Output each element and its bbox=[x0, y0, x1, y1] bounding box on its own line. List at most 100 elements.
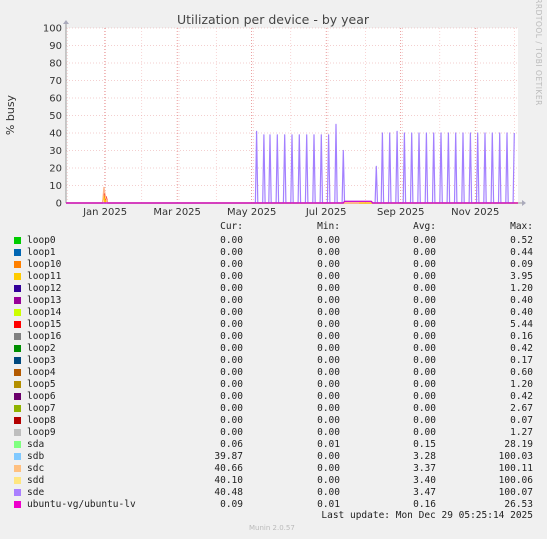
legend-row: loop0 0.00 0.00 0.00 0.52 bbox=[0, 235, 547, 247]
y-tick-label: 20 bbox=[49, 164, 62, 175]
legend-avg: 0.00 bbox=[413, 391, 436, 402]
legend-swatch bbox=[14, 273, 21, 280]
legend-swatch bbox=[14, 501, 21, 508]
legend-max: 0.52 bbox=[510, 235, 533, 246]
legend-max: 0.60 bbox=[510, 367, 533, 378]
legend-max: 0.16 bbox=[510, 331, 533, 342]
legend-name: sde bbox=[27, 487, 45, 498]
legend-swatch bbox=[14, 345, 21, 352]
chart-title: Utilization per device - by year bbox=[177, 12, 370, 27]
legend-cur: 0.00 bbox=[220, 319, 243, 330]
legend-min: 0.00 bbox=[317, 427, 340, 438]
legend-min: 0.00 bbox=[317, 235, 340, 246]
legend-avg: 0.00 bbox=[413, 343, 436, 354]
legend-max: 0.07 bbox=[510, 415, 533, 426]
legend-max: 100.07 bbox=[498, 487, 533, 498]
legend-name: loop0 bbox=[27, 235, 56, 246]
legend-max: 0.42 bbox=[510, 343, 533, 354]
x-tick-label: Mar 2025 bbox=[153, 207, 201, 218]
legend-max: 0.44 bbox=[510, 247, 533, 258]
y-tick-label: 80 bbox=[49, 59, 62, 70]
legend-min: 0.00 bbox=[317, 379, 340, 390]
legend-avg: 0.00 bbox=[413, 295, 436, 306]
legend-name: sda bbox=[27, 439, 45, 450]
legend-swatch bbox=[14, 393, 21, 400]
legend-cur: 0.00 bbox=[220, 391, 243, 402]
legend-avg: 0.00 bbox=[413, 367, 436, 378]
legend-row: sda 0.06 0.01 0.15 28.19 bbox=[0, 439, 547, 451]
legend-row: loop11 0.00 0.00 0.00 3.95 bbox=[0, 271, 547, 283]
legend-cur: 0.00 bbox=[220, 235, 243, 246]
legend-max: 100.11 bbox=[498, 463, 533, 474]
legend-cur: 0.00 bbox=[220, 379, 243, 390]
legend-header: Cur: Min: Avg: Max: bbox=[0, 221, 547, 233]
legend-swatch bbox=[14, 465, 21, 472]
header-max: Max: bbox=[510, 221, 533, 232]
legend-min: 0.00 bbox=[317, 271, 340, 282]
legend-cur: 0.00 bbox=[220, 247, 243, 258]
legend-avg: 0.00 bbox=[413, 319, 436, 330]
legend-avg: 0.00 bbox=[413, 247, 436, 258]
legend-swatch bbox=[14, 441, 21, 448]
legend-min: 0.00 bbox=[317, 415, 340, 426]
legend-min: 0.00 bbox=[317, 403, 340, 414]
legend-cur: 0.00 bbox=[220, 307, 243, 318]
legend-swatch bbox=[14, 309, 21, 316]
legend-max: 0.40 bbox=[510, 295, 533, 306]
legend-avg: 0.00 bbox=[413, 259, 436, 270]
legend-name: ubuntu-vg/ubuntu-lv bbox=[27, 499, 136, 510]
legend-min: 0.00 bbox=[317, 463, 340, 474]
legend-min: 0.00 bbox=[317, 247, 340, 258]
legend-cur: 0.00 bbox=[220, 259, 243, 270]
legend-name: sdd bbox=[27, 475, 45, 486]
legend-cur: 0.00 bbox=[220, 355, 243, 366]
legend-max: 0.42 bbox=[510, 391, 533, 402]
legend-cur: 0.00 bbox=[220, 427, 243, 438]
legend-name: loop3 bbox=[27, 355, 56, 366]
legend-swatch bbox=[14, 249, 21, 256]
legend-min: 0.00 bbox=[317, 391, 340, 402]
legend-max: 0.40 bbox=[510, 307, 533, 318]
legend-min: 0.00 bbox=[317, 367, 340, 378]
legend-name: loop1 bbox=[27, 247, 56, 258]
legend-avg: 0.00 bbox=[413, 331, 436, 342]
x-tick-label: Jul 2025 bbox=[305, 207, 347, 218]
legend-row: loop7 0.00 0.00 0.00 2.67 bbox=[0, 403, 547, 415]
legend-row: loop16 0.00 0.00 0.00 0.16 bbox=[0, 331, 547, 343]
legend-swatch bbox=[14, 453, 21, 460]
y-tick-label: 30 bbox=[49, 146, 62, 157]
legend-name: loop9 bbox=[27, 427, 56, 438]
legend-cur: 0.00 bbox=[220, 367, 243, 378]
legend-cur: 0.06 bbox=[220, 439, 243, 450]
y-tick-label: 90 bbox=[49, 41, 62, 52]
legend-swatch bbox=[14, 285, 21, 292]
legend-min: 0.01 bbox=[317, 499, 340, 510]
legend-name: loop13 bbox=[27, 295, 62, 306]
legend-min: 0.00 bbox=[317, 343, 340, 354]
legend-row: loop8 0.00 0.00 0.00 0.07 bbox=[0, 415, 547, 427]
legend-name: loop8 bbox=[27, 415, 56, 426]
legend-row: sdc 40.66 0.00 3.37 100.11 bbox=[0, 463, 547, 475]
y-axis-arrow bbox=[63, 20, 69, 24]
legend-swatch bbox=[14, 417, 21, 424]
legend-row: loop2 0.00 0.00 0.00 0.42 bbox=[0, 343, 547, 355]
legend-avg: 0.00 bbox=[413, 427, 436, 438]
legend-name: loop11 bbox=[27, 271, 62, 282]
legend-cur: 0.00 bbox=[220, 415, 243, 426]
legend-min: 0.00 bbox=[317, 475, 340, 486]
legend-swatch bbox=[14, 237, 21, 244]
legend-cur: 40.66 bbox=[214, 463, 243, 474]
legend-swatch bbox=[14, 357, 21, 364]
legend-cur: 0.09 bbox=[220, 499, 243, 510]
x-tick-label: Sep 2025 bbox=[377, 207, 424, 218]
legend-max: 1.20 bbox=[510, 283, 533, 294]
legend-row: loop5 0.00 0.00 0.00 1.20 bbox=[0, 379, 547, 391]
legend-row: sdb 39.87 0.00 3.28 100.03 bbox=[0, 451, 547, 463]
legend-avg: 3.28 bbox=[413, 451, 436, 462]
legend-avg: 0.00 bbox=[413, 283, 436, 294]
legend-cur: 40.10 bbox=[214, 475, 243, 486]
last-update: Last update: Mon Dec 29 05:25:14 2025 bbox=[321, 510, 533, 521]
legend-avg: 3.40 bbox=[413, 475, 436, 486]
legend-min: 0.01 bbox=[317, 439, 340, 450]
legend-max: 100.03 bbox=[498, 451, 533, 462]
